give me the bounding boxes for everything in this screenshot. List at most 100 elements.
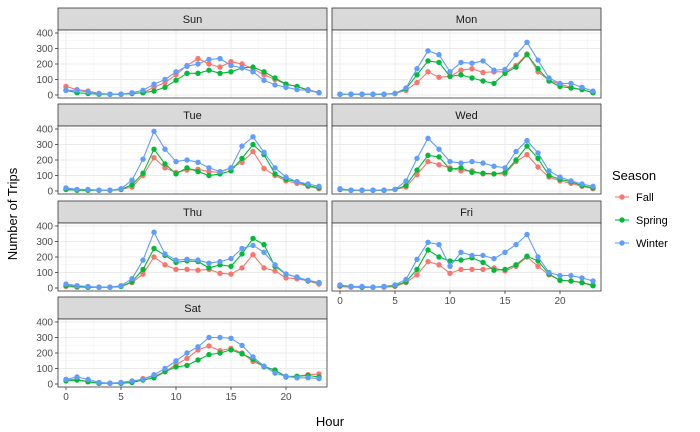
panel-border xyxy=(331,29,602,99)
y-tick-label: 300 xyxy=(36,237,53,248)
data-point-winter xyxy=(370,284,376,290)
data-point-spring xyxy=(480,259,486,266)
data-point-fall xyxy=(535,164,541,170)
facet-panels: Sun0100200300400MonTue0100200300400WedTh… xyxy=(36,7,602,403)
data-point-winter xyxy=(74,374,80,380)
y-tick-label: 0 xyxy=(47,187,53,198)
data-point-winter xyxy=(228,165,234,171)
data-point-winter xyxy=(568,272,574,279)
data-point-winter xyxy=(129,90,135,96)
data-point-winter xyxy=(381,91,387,97)
data-point-winter xyxy=(348,283,354,290)
data-point-fall xyxy=(206,61,212,67)
data-point-winter xyxy=(546,269,552,276)
data-point-spring xyxy=(151,146,157,152)
y-tick-label: 400 xyxy=(36,318,53,329)
data-point-winter xyxy=(546,75,552,81)
panel-sun: Sun 0 100 200 300 400 xyxy=(36,7,328,102)
data-point-winter xyxy=(184,63,190,69)
data-point-winter xyxy=(447,69,453,75)
data-point-winter xyxy=(195,344,201,350)
y-tick-label: 400 xyxy=(36,125,53,136)
data-point-spring xyxy=(524,253,530,259)
data-point-winter xyxy=(579,275,585,281)
panel-mon: Mon xyxy=(331,7,602,99)
legend-entry-winter: Winter xyxy=(615,238,668,250)
data-point-fall xyxy=(469,266,475,273)
data-point-winter xyxy=(458,160,464,166)
data-point-fall xyxy=(184,355,190,362)
data-point-winter xyxy=(480,58,486,64)
data-point-winter xyxy=(337,186,343,192)
y-tick-label: 300 xyxy=(36,44,53,55)
panel-sat: Sat 0 100 200 300 400 0 5 10 15 20 xyxy=(36,296,328,403)
data-point-spring xyxy=(250,235,256,242)
data-point-winter xyxy=(272,262,278,268)
data-point-fall xyxy=(195,267,201,273)
data-point-spring xyxy=(173,77,179,84)
data-point-spring xyxy=(436,59,442,66)
data-point-spring xyxy=(184,362,190,369)
data-point-fall xyxy=(250,148,256,155)
data-point-winter xyxy=(590,278,596,284)
data-point-spring xyxy=(162,84,168,91)
data-point-winter xyxy=(425,239,431,245)
data-point-spring xyxy=(206,172,212,179)
y-tick-label: 400 xyxy=(36,222,53,233)
data-point-spring xyxy=(491,267,497,273)
data-point-spring xyxy=(480,170,486,176)
data-point-winter xyxy=(392,282,398,288)
data-point-spring xyxy=(414,167,420,173)
x-tick-label: 10 xyxy=(170,392,182,403)
legend-label: Winter xyxy=(636,238,668,250)
data-point-fall xyxy=(480,266,486,273)
data-point-winter xyxy=(491,255,497,262)
data-point-winter xyxy=(447,263,453,269)
data-point-winter xyxy=(118,91,124,97)
data-point-spring xyxy=(524,52,530,58)
y-tick-label: 300 xyxy=(36,140,53,151)
data-point-winter xyxy=(305,181,311,187)
data-point-spring xyxy=(414,266,420,273)
data-point-spring xyxy=(129,182,135,188)
data-point-winter xyxy=(162,146,168,152)
data-point-winter xyxy=(96,90,102,97)
y-tick-label: 400 xyxy=(36,29,53,40)
data-point-winter xyxy=(96,379,102,386)
data-point-winter xyxy=(228,255,234,262)
data-point-spring xyxy=(151,88,157,94)
data-point-winter xyxy=(348,187,354,193)
data-point-fall xyxy=(239,265,245,271)
data-point-spring xyxy=(590,283,596,289)
data-point-spring xyxy=(217,350,223,356)
data-point-winter xyxy=(392,186,398,193)
data-point-winter xyxy=(96,284,102,290)
data-point-spring xyxy=(447,166,453,172)
data-point-spring xyxy=(491,171,497,177)
data-point-winter xyxy=(118,186,124,192)
data-point-fall xyxy=(206,168,212,175)
data-point-winter xyxy=(239,342,245,348)
data-point-spring xyxy=(272,75,278,81)
panel-strip-label: Fri xyxy=(460,207,473,219)
data-point-fall xyxy=(425,258,431,265)
data-point-winter xyxy=(195,257,201,263)
data-point-winter xyxy=(590,88,596,94)
data-point-fall xyxy=(151,155,157,161)
data-point-winter xyxy=(458,59,464,66)
data-point-winter xyxy=(535,150,541,156)
legend-title: Season xyxy=(612,168,656,183)
panel-strip-label: Tue xyxy=(183,110,202,122)
y-tick-label: 200 xyxy=(36,253,53,264)
data-point-winter xyxy=(480,160,486,166)
data-point-fall xyxy=(458,266,464,273)
data-point-winter xyxy=(370,187,376,193)
data-point-fall xyxy=(272,268,278,274)
data-point-winter xyxy=(305,375,311,381)
data-point-spring xyxy=(513,262,519,268)
data-point-spring xyxy=(261,241,267,248)
data-point-winter xyxy=(272,165,278,171)
data-point-winter xyxy=(140,376,146,383)
data-point-winter xyxy=(85,283,91,290)
data-point-winter xyxy=(107,187,113,193)
